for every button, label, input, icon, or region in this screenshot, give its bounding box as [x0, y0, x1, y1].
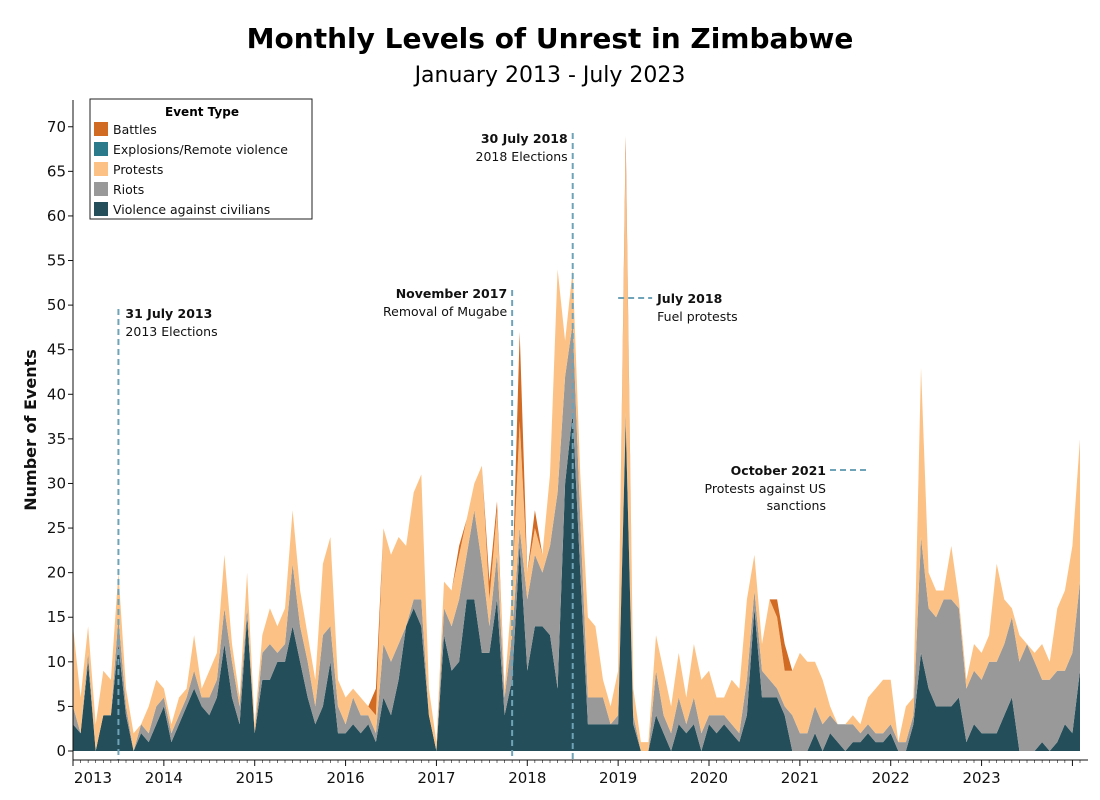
legend-swatch-riots [94, 182, 108, 196]
axes: 0 5 10 15 20 25 30 35 40 45 50 55 60 65 70 2013 2014 2015… [47, 100, 1088, 787]
x-tick-label: 2015 [236, 769, 274, 787]
y-tick-label: 40 [47, 385, 66, 403]
legend-label-protests: Protests [113, 162, 163, 177]
y-tick-label: 30 [47, 474, 66, 492]
y-tick-label: 5 [56, 697, 66, 715]
legend-label-violence-against-civilians: Violence against civilians [113, 202, 270, 217]
legend-swatch-violence-against-civilians [94, 202, 108, 216]
x-tick-label: 2020 [690, 769, 728, 787]
x-tick-label: 2017 [417, 769, 455, 787]
annotation-date: 30 July 2018 [481, 131, 568, 146]
annotation-text: Fuel protests [657, 309, 738, 324]
annotation-date: 31 July 2013 [125, 306, 212, 321]
y-tick-label: 55 [47, 252, 66, 270]
legend-label-battles: Battles [113, 122, 157, 137]
y-tick-label: 45 [47, 341, 66, 359]
legend: Event Type Battles Explosions/Remote viol… [89, 98, 313, 220]
area-violence-against-civilians [73, 412, 1080, 751]
legend-label-explosions-remote-violence: Explosions/Remote violence [113, 142, 288, 157]
x-tick-label: 2013 [74, 769, 112, 787]
x-tick-label: 2023 [962, 769, 1000, 787]
x-tick-label: 2022 [872, 769, 910, 787]
y-tick-label: 60 [47, 207, 66, 225]
y-tick-label: 35 [47, 430, 66, 448]
legend-items: Battles Explosions/Remote violence Protest… [94, 122, 288, 217]
chart-title: Monthly Levels of Unrest in Zimbabwe [247, 22, 854, 55]
y-tick-label: 10 [47, 653, 66, 671]
area-protests [73, 153, 1080, 751]
annotation-text: sanctions [767, 498, 826, 513]
x-tick-label: 2014 [145, 769, 183, 787]
annotation-text: Protests against US [705, 481, 827, 496]
y-tick-label: 65 [47, 162, 66, 180]
x-tick-label: 2021 [781, 769, 819, 787]
y-axis-label: Number of Events [21, 349, 40, 511]
legend-title: Event Type [165, 105, 239, 119]
chart-subtitle: January 2013 - July 2023 [413, 63, 686, 88]
annotations: 31 July 2013 2013 Elections November 2017 R… [117, 131, 868, 760]
x-tick-label: 2018 [508, 769, 546, 787]
area-layers [73, 135, 1080, 751]
x-tick-label: 2016 [326, 769, 364, 787]
annotation-text: Removal of Mugabe [383, 304, 507, 319]
x-tick-label: 2019 [599, 769, 637, 787]
area-riots [73, 322, 1080, 751]
y-tick-label: 0 [56, 742, 66, 760]
annotation-text: 2013 Elections [125, 324, 217, 339]
annotation-date: July 2018 [656, 291, 722, 306]
y-tick-label: 70 [47, 118, 66, 136]
y-tick-label: 20 [47, 564, 66, 582]
y-tick-label: 15 [47, 608, 66, 626]
y-tick-label: 50 [47, 296, 66, 314]
legend-label-riots: Riots [113, 182, 144, 197]
legend-swatch-protests [94, 162, 108, 176]
annotation-date: October 2021 [731, 463, 826, 478]
y-tick-label: 25 [47, 519, 66, 537]
annotation-text: 2018 Elections [476, 149, 568, 164]
annotation-date: November 2017 [396, 286, 507, 301]
legend-swatch-explosions-remote-violence [94, 142, 108, 156]
legend-box [89, 98, 313, 220]
legend-swatch-battles [94, 122, 108, 136]
